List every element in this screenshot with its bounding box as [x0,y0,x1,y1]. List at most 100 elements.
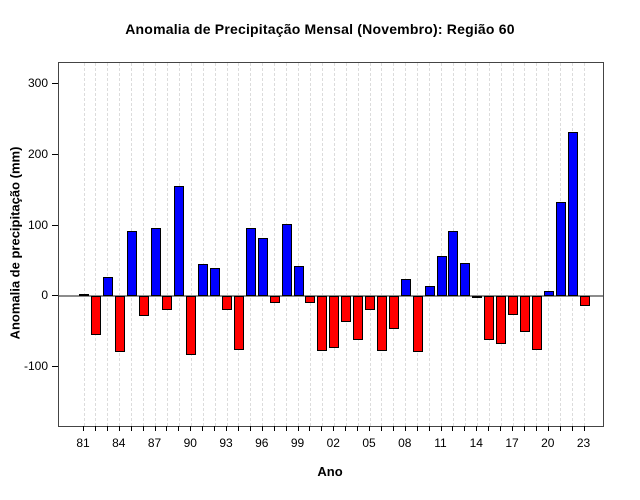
bar-1997 [269,296,280,304]
x-tick-2002 [333,426,335,431]
bar-2019 [531,296,542,350]
gridline-1993 [226,63,228,426]
bar-2010 [424,285,435,297]
x-tick-2019 [535,426,537,431]
gridline-1999 [298,63,299,426]
gridline-1994 [238,63,240,426]
bar-2017 [508,296,518,315]
y-tick-200 [52,153,58,155]
x-tick-1985 [130,426,132,431]
x-tick-label-99: 99 [290,436,305,450]
gridline-1990 [190,63,192,426]
bar-2006 [376,296,387,352]
bar-2012 [448,230,459,297]
gridline-2010 [429,63,431,426]
x-tick-1991 [202,426,204,431]
y-tick-300 [52,83,58,85]
bar-2013 [460,263,471,297]
bar-1992 [210,268,221,297]
bar-1983 [102,277,113,297]
gridline-2000 [309,63,311,426]
x-tick-1997 [273,426,275,431]
gridline-1983 [107,63,109,426]
gridline-2009 [417,63,419,426]
y-tick-label-0: 0 [41,288,48,303]
gridline-1982 [95,63,97,426]
x-tick-1986 [142,426,144,431]
bar-1994 [233,296,244,350]
gridline-2006 [381,63,383,426]
x-tick-2001 [321,426,323,431]
bar-1987 [150,228,161,297]
x-tick-label-14: 14 [469,436,483,450]
x-tick-2018 [523,426,525,431]
x-tick-2004 [357,426,359,431]
gridline-1984 [119,63,121,426]
gridline-1992 [214,63,216,426]
bar-1996 [257,238,268,297]
bar-1982 [90,296,101,336]
gridline-2004 [357,63,359,426]
x-tick-2015 [488,426,490,431]
bar-1999 [293,265,304,297]
gridline-2020 [548,63,550,426]
y-tick-0 [52,295,58,297]
bar-2000 [305,296,316,304]
bar-2009 [412,296,423,353]
gridline-2014 [476,63,478,426]
gridline-2013 [464,63,466,426]
x-tick-1993 [226,426,227,431]
gridline-1988 [166,63,168,426]
x-tick-1989 [178,426,180,431]
x-tick-2022 [571,426,573,431]
bar-2015 [484,296,495,341]
x-tick-2020 [547,426,549,431]
bar-1989 [174,186,185,297]
bar-1993 [222,296,232,311]
bar-1988 [162,296,173,310]
bar-2002 [329,296,340,348]
x-tick-2023 [583,426,585,431]
gridline-1997 [274,63,276,426]
x-tick-label-17: 17 [505,436,519,450]
x-tick-label-11: 11 [434,436,447,450]
x-tick-2005 [369,426,370,431]
bar-2018 [519,296,530,332]
x-axis-title: Ano [317,464,343,479]
x-tick-1983 [106,426,108,431]
x-tick-label-93: 93 [219,436,233,450]
bar-2001 [317,296,328,352]
x-tick-1987 [154,426,156,431]
bar-2016 [496,296,507,345]
x-tick-label-23: 23 [576,436,591,450]
gridline-2001 [321,63,323,426]
x-tick-2011 [440,426,442,431]
gridline-2005 [369,63,371,426]
x-tick-2012 [452,426,454,431]
x-tick-1998 [285,426,287,431]
x-tick-label-02: 02 [326,436,340,450]
x-tick-2016 [500,426,502,431]
x-tick-label-20: 20 [541,436,555,450]
x-tick-1988 [166,426,168,431]
gridline-1991 [202,63,204,426]
gridline-1986 [143,63,145,426]
bar-2020 [543,290,554,297]
gridline-2011 [441,63,442,426]
gridline-2023 [584,63,585,426]
gridline-2008 [405,63,407,426]
plot-area [58,62,604,427]
x-tick-2006 [380,426,382,431]
x-tick-label-90: 90 [183,436,197,450]
x-tick-1992 [214,426,216,431]
gridline-2003 [345,63,347,426]
x-tick-2017 [512,426,513,431]
bar-1995 [245,228,256,297]
y-tick-label--100: -100 [23,358,48,373]
bar-1991 [198,263,209,297]
bar-1990 [186,296,197,355]
gridline-2019 [536,63,538,426]
x-tick-2010 [428,426,430,431]
y-axis-title: Anomalia de precipitação (mm) [7,146,23,340]
bar-2003 [341,296,352,322]
